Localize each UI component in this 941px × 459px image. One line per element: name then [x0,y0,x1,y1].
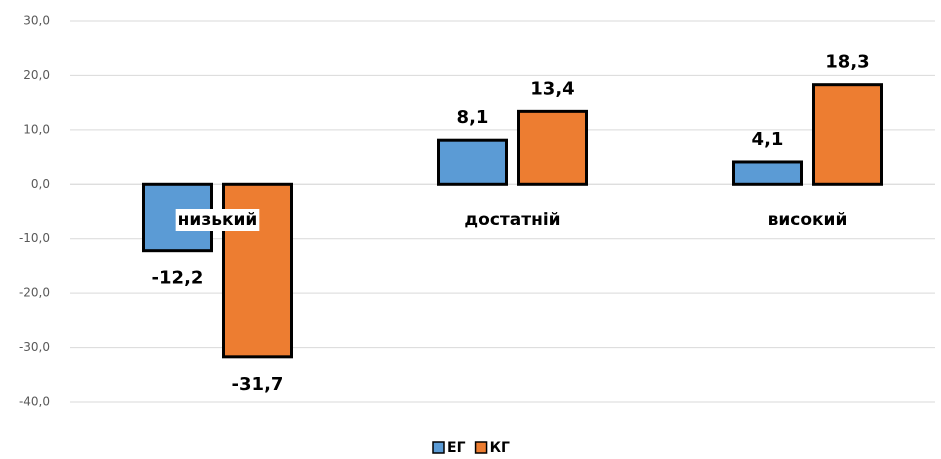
y-tick-label: 0,0 [31,177,50,191]
bar [517,109,588,186]
y-tick-label: -10,0 [19,231,50,245]
category-label-bg [765,209,850,231]
legend-label: ЕГ [447,440,466,456]
data-label: 4,1 [752,129,784,150]
category-label: високий [768,210,848,230]
category-label-bg [175,209,260,231]
bar [812,83,883,186]
bar [732,160,803,186]
legend-label: КГ [490,440,510,456]
y-tick-label: -30,0 [19,340,50,354]
data-label: -31,7 [232,374,284,395]
bar [437,138,508,186]
y-tick-label: 30,0 [23,14,50,28]
y-tick-label: -20,0 [19,286,50,300]
y-tick-label: 20,0 [23,68,50,82]
legend-swatch [474,441,488,454]
data-label: -12,2 [152,268,204,289]
category-label-bg [462,209,563,231]
data-label: 18,3 [825,52,869,73]
y-tick-label: -40,0 [19,395,50,409]
category-label: достатній [464,210,560,230]
data-label: 13,4 [530,78,574,99]
data-label: 8,1 [457,107,489,128]
legend-swatch [432,441,445,454]
category-label: низький [178,210,258,230]
y-tick-label: 10,0 [23,122,50,136]
